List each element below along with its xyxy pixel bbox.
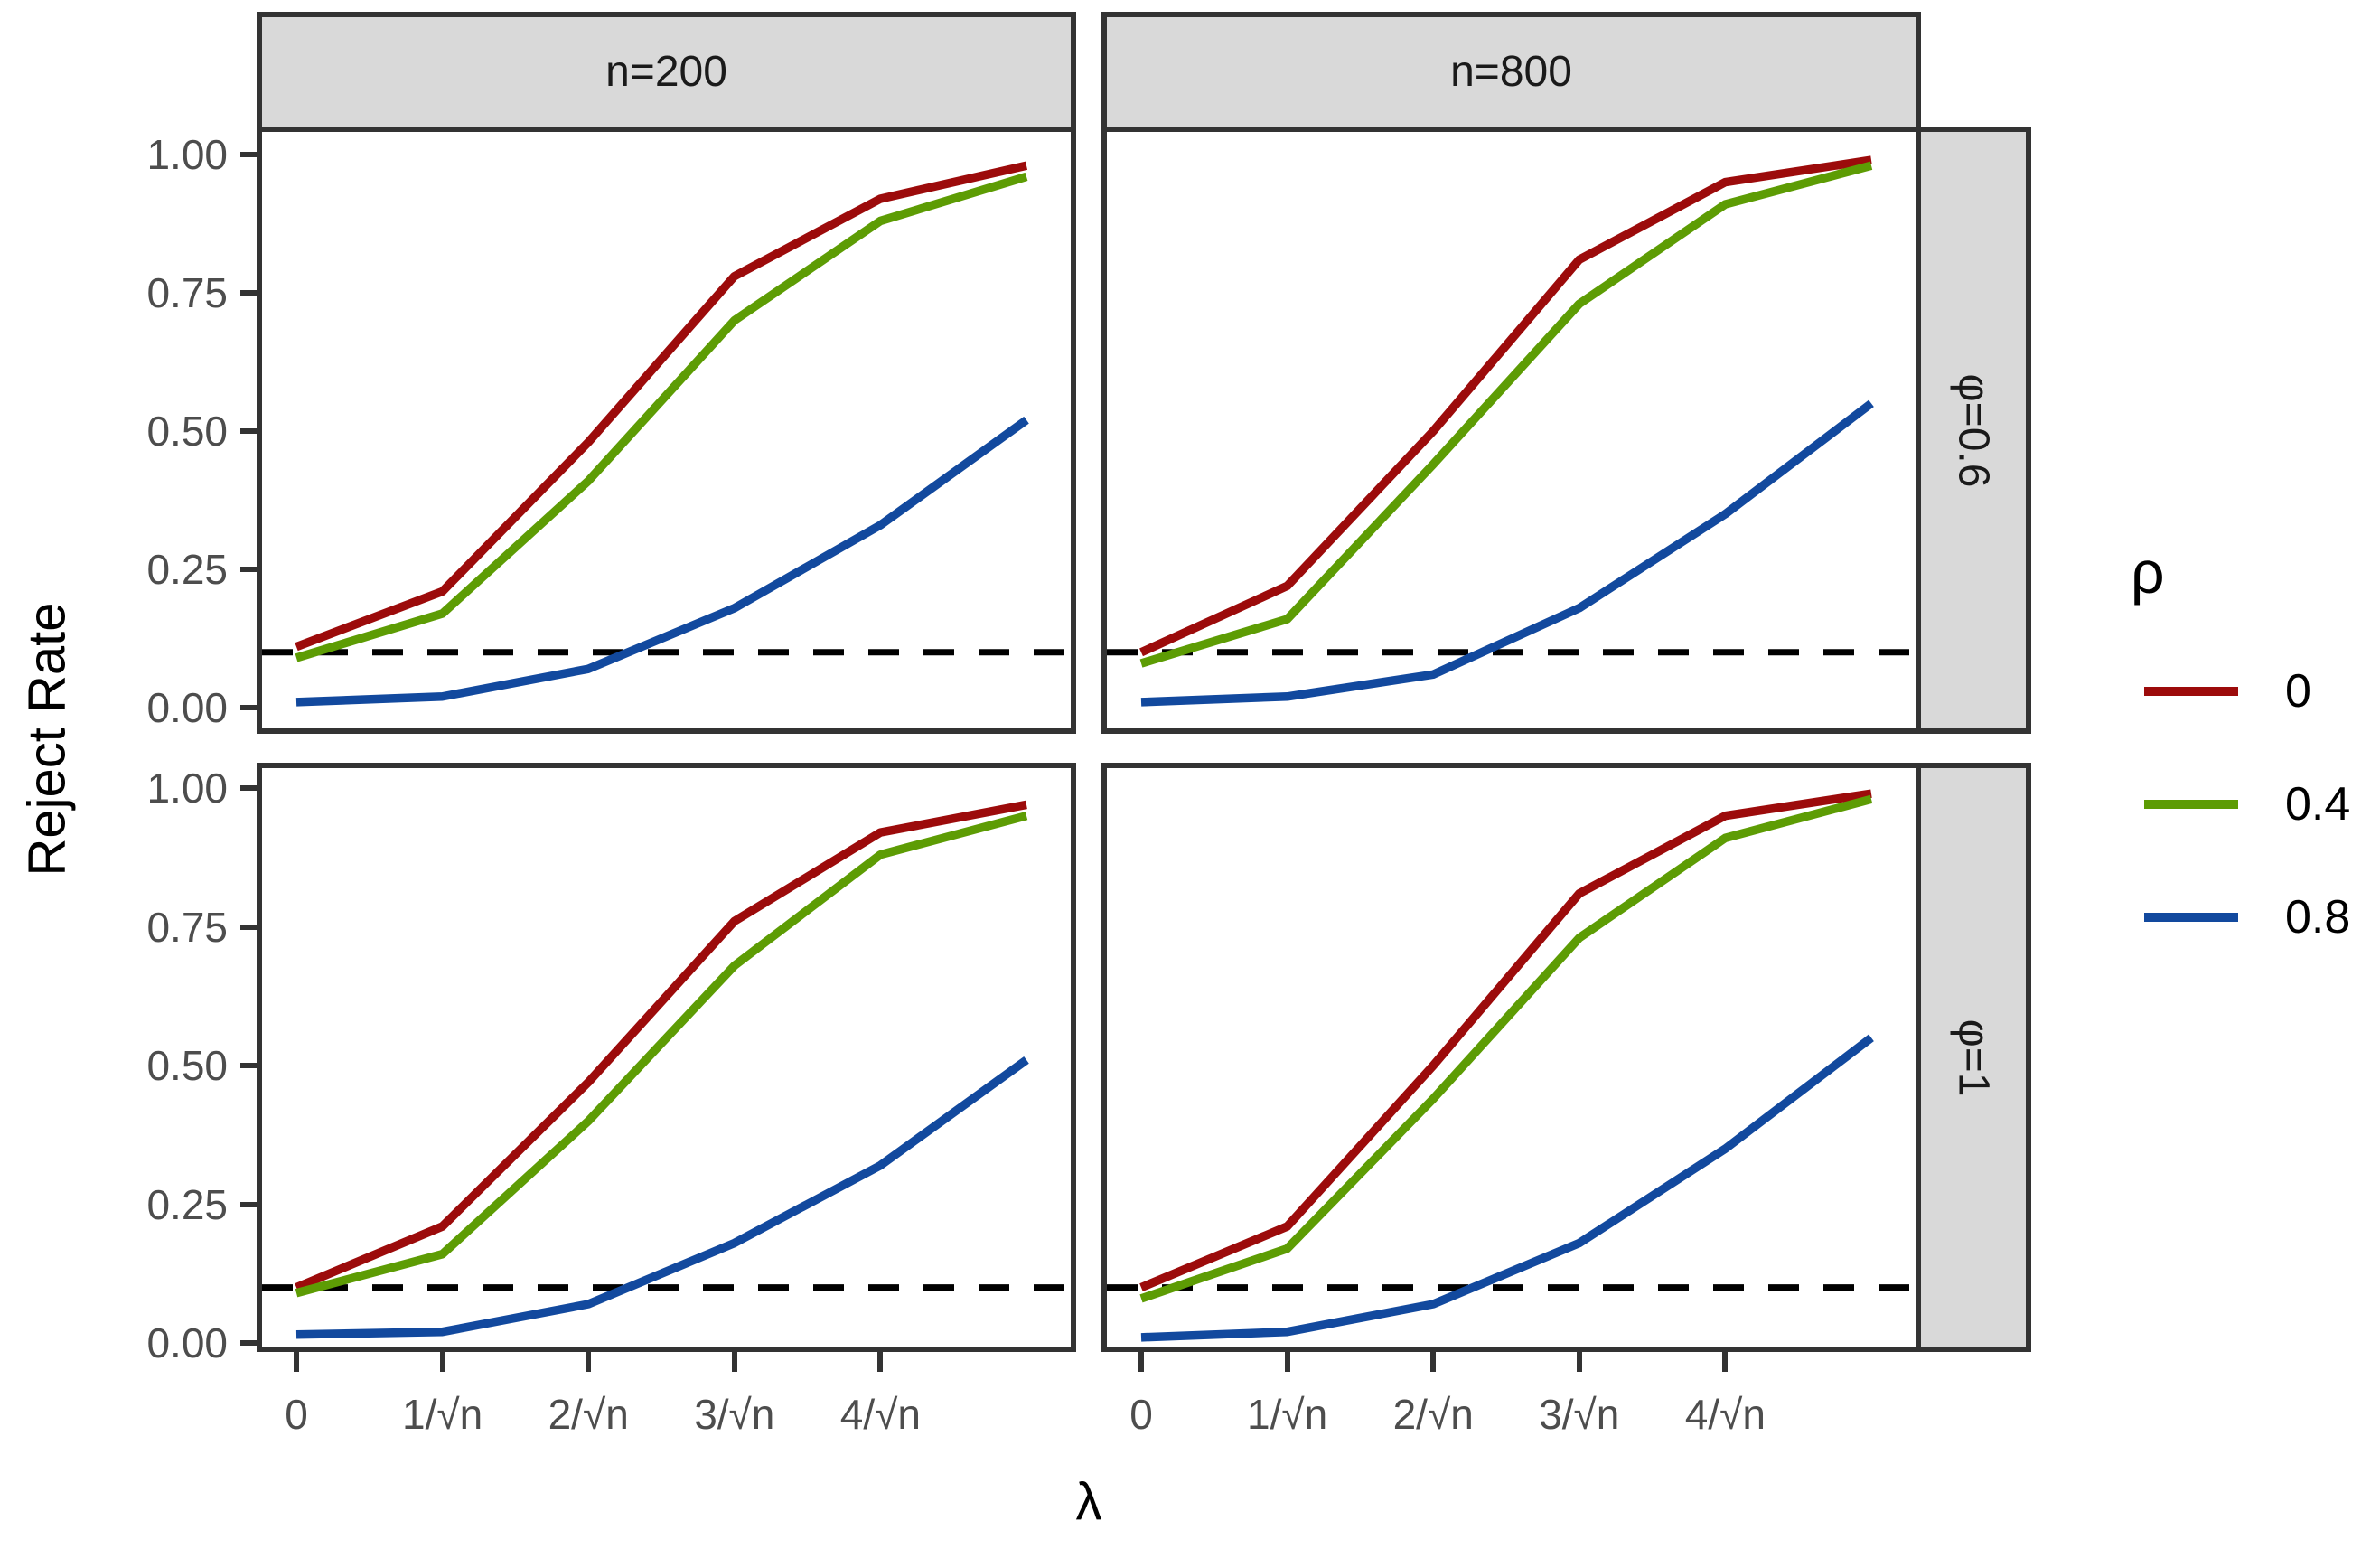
- y-axis-tick-label: 0.50: [146, 1042, 228, 1089]
- y-axis-tick-mark: [240, 924, 260, 930]
- legend-key-line: [2144, 800, 2238, 809]
- x-axis-tick-label: 3/√n: [1539, 1391, 1620, 1438]
- legend-item-label: 0.4: [2285, 778, 2351, 831]
- series-line-rho-0.8: [295, 416, 1029, 707]
- series-line-rho-0: [295, 800, 1027, 1291]
- facet-row-strip-label: φ=0.6: [1949, 373, 1998, 487]
- x-axis-tick-label: 0: [1129, 1391, 1153, 1438]
- x-axis-tick-mark: [1284, 1352, 1290, 1372]
- facet-plot-area: [1107, 155, 1916, 707]
- y-axis-tick-mark: [240, 1340, 260, 1346]
- y-axis-tick-label: 0.50: [146, 408, 228, 455]
- x-axis-tick-mark: [1576, 1352, 1582, 1372]
- x-axis-title: λ: [1075, 1472, 1102, 1532]
- series-line-rho-0.8: [1140, 1034, 1874, 1342]
- legend-item-rho-0.4: 0.4: [2144, 777, 2350, 831]
- y-axis-tick-mark: [240, 290, 260, 296]
- legend-item-rho-0.8: 0.8: [2144, 890, 2350, 944]
- x-axis-tick-label: 4/√n: [1684, 1391, 1766, 1438]
- y-axis-tick-label: 0.25: [146, 1180, 228, 1228]
- y-axis-tick-label: 0.25: [146, 546, 228, 593]
- facet-panel-n800-phi1: [1101, 763, 1921, 1352]
- x-axis-tick-mark: [439, 1352, 445, 1372]
- x-axis-tick-label: 2/√n: [1392, 1391, 1474, 1438]
- series-line-rho-0: [1139, 155, 1872, 657]
- facet-column-strip-label: n=800: [1450, 48, 1572, 96]
- y-axis-title: Reject Rate: [17, 602, 77, 877]
- x-axis-tick-mark: [1722, 1352, 1729, 1372]
- x-axis-tick-mark: [1138, 1352, 1144, 1372]
- facet-column-strip-n200: n=200: [257, 12, 1076, 132]
- y-axis-tick-label: 1.00: [146, 131, 228, 178]
- x-axis-tick-label: 3/√n: [694, 1391, 775, 1438]
- x-axis-tick-label: 1/√n: [401, 1391, 483, 1438]
- y-axis-tick-label: 0.75: [146, 269, 228, 316]
- y-axis-tick-mark: [240, 567, 260, 572]
- y-axis-tick-label: 0.00: [146, 1319, 228, 1366]
- facet-column-strip-n800: n=800: [1101, 12, 1921, 132]
- y-axis-tick-mark: [240, 1063, 260, 1068]
- x-axis-tick-mark: [731, 1352, 737, 1372]
- x-axis-tick-label: 4/√n: [839, 1391, 921, 1438]
- y-axis-tick-label: 1.00: [146, 765, 228, 812]
- series-line-rho-0.8: [295, 1056, 1029, 1339]
- series-line-rho-0: [295, 161, 1028, 652]
- legend-item-label: 0.8: [2285, 891, 2351, 943]
- y-axis-tick-label: 0.75: [146, 903, 228, 951]
- facet-panel-n200-phi06: [257, 127, 1076, 734]
- facet-row-strip-label: φ=1: [1949, 1019, 1998, 1096]
- facet-row-strip-phi1: φ=1: [1916, 763, 2031, 1352]
- x-axis-tick-mark: [877, 1352, 884, 1372]
- y-axis-tick-label: 0.00: [146, 684, 228, 731]
- y-axis-tick-mark: [240, 785, 260, 791]
- facet-plot-area: [262, 161, 1071, 707]
- series-line-rho-0.4: [295, 172, 1028, 662]
- x-axis-tick-label: 0: [285, 1391, 308, 1438]
- series-line-rho-0.4: [1139, 794, 1873, 1303]
- legend-key-line: [2144, 913, 2238, 922]
- y-axis-tick-mark: [240, 428, 260, 434]
- x-axis-tick-mark: [586, 1352, 592, 1372]
- x-axis-tick-label: 1/√n: [1246, 1391, 1328, 1438]
- y-axis-tick-mark: [240, 705, 260, 710]
- x-axis-tick-label: 2/√n: [548, 1391, 629, 1438]
- series-line-rho-0: [1139, 789, 1872, 1291]
- facet-column-strip-label: n=200: [605, 48, 727, 96]
- facet-panel-n800-phi06: [1101, 127, 1921, 734]
- facet-panel-n200-phi1: [257, 763, 1076, 1352]
- y-axis-tick-mark: [240, 1201, 260, 1207]
- x-axis-tick-mark: [294, 1352, 299, 1372]
- legend-title: ρ: [2131, 539, 2165, 606]
- facet-row-strip-phi06: φ=0.6: [1916, 127, 2031, 734]
- legend-key-line: [2144, 687, 2238, 696]
- facet-plot-area: [262, 800, 1071, 1339]
- series-line-rho-0.8: [1140, 399, 1874, 707]
- x-axis-tick-mark: [1430, 1352, 1437, 1372]
- y-axis-tick-mark: [240, 152, 260, 157]
- series-line-rho-0.4: [1139, 161, 1873, 668]
- legend-item-label: 0: [2285, 665, 2311, 718]
- legend-item-rho-0: 0: [2144, 664, 2311, 718]
- facet-plot-area: [1107, 789, 1916, 1342]
- series-line-rho-0.4: [295, 812, 1028, 1298]
